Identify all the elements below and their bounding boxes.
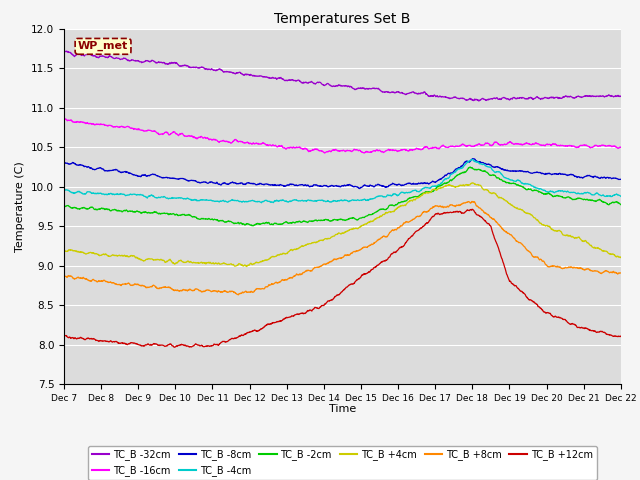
TC_B -4cm (88, 191, 96, 196)
TC_B -32cm (89, 53, 97, 59)
TC_B -8cm (617, 176, 625, 182)
Title: Temperatures Set B: Temperatures Set B (274, 12, 411, 26)
TC_B +12cm (499, 259, 507, 265)
TC_B -4cm (468, 156, 476, 162)
TC_B -2cm (499, 179, 507, 184)
TC_B -8cm (316, 183, 324, 189)
TC_B -4cm (601, 193, 609, 199)
TC_B -32cm (316, 80, 324, 85)
TC_B -16cm (61, 116, 69, 122)
TC_B -16cm (316, 148, 324, 154)
TC_B -2cm (250, 223, 257, 229)
TC_B -8cm (499, 166, 507, 172)
TC_B -32cm (617, 93, 625, 99)
Legend: TC_B -32cm, TC_B -16cm, TC_B -8cm, TC_B -4cm, TC_B -2cm, TC_B +4cm, TC_B +8cm, T: TC_B -32cm, TC_B -16cm, TC_B -8cm, TC_B … (88, 446, 596, 480)
Line: TC_B +12cm: TC_B +12cm (64, 209, 621, 347)
TC_B -8cm (88, 166, 96, 172)
TC_B +4cm (88, 250, 96, 255)
TC_B +8cm (499, 227, 507, 233)
TC_B -16cm (499, 142, 507, 148)
TC_B +4cm (316, 238, 324, 243)
Line: TC_B -4cm: TC_B -4cm (64, 159, 621, 203)
Line: TC_B -2cm: TC_B -2cm (64, 167, 621, 226)
TC_B -2cm (331, 217, 339, 223)
TC_B -4cm (617, 193, 625, 199)
TC_B -2cm (60, 204, 68, 209)
Line: TC_B -32cm: TC_B -32cm (64, 51, 621, 101)
TC_B -32cm (331, 83, 339, 89)
TC_B -2cm (467, 164, 474, 170)
TC_B +8cm (468, 199, 476, 204)
TC_B -4cm (258, 200, 266, 206)
TC_B -8cm (468, 156, 476, 161)
TC_B -4cm (60, 187, 68, 193)
TC_B -4cm (331, 198, 339, 204)
TC_B +4cm (499, 196, 507, 202)
TC_B +4cm (617, 254, 625, 260)
TC_B -8cm (602, 175, 609, 180)
TC_B -2cm (316, 218, 324, 224)
TC_B +8cm (601, 268, 609, 274)
TC_B +4cm (602, 248, 609, 254)
TC_B +4cm (60, 247, 68, 253)
TC_B +12cm (331, 294, 339, 300)
TC_B +12cm (602, 330, 609, 336)
TC_B +8cm (602, 268, 609, 274)
TC_B -4cm (499, 173, 507, 179)
TC_B -16cm (602, 143, 609, 148)
TC_B +4cm (468, 180, 476, 186)
TC_B -16cm (617, 144, 625, 150)
TC_B -16cm (321, 150, 328, 156)
TC_B -32cm (60, 49, 68, 55)
TC_B -32cm (499, 95, 507, 101)
TC_B +8cm (88, 277, 96, 283)
TC_B -2cm (617, 202, 625, 207)
TC_B -32cm (62, 48, 70, 54)
TC_B -32cm (601, 94, 609, 99)
TC_B +8cm (316, 264, 324, 269)
Text: WP_met: WP_met (78, 41, 128, 51)
TC_B -32cm (602, 94, 609, 99)
TC_B -16cm (332, 147, 339, 153)
TC_B +12cm (601, 330, 609, 336)
X-axis label: Time: Time (329, 404, 356, 414)
TC_B -16cm (601, 143, 609, 149)
Line: TC_B +8cm: TC_B +8cm (64, 202, 621, 295)
TC_B -4cm (602, 193, 609, 199)
TC_B -2cm (601, 200, 609, 205)
TC_B -16cm (89, 121, 97, 127)
Line: TC_B -8cm: TC_B -8cm (64, 158, 621, 189)
Line: TC_B -16cm: TC_B -16cm (64, 119, 621, 153)
TC_B -2cm (602, 200, 609, 205)
TC_B +12cm (617, 334, 625, 339)
TC_B -32cm (475, 98, 483, 104)
TC_B +8cm (60, 274, 68, 280)
TC_B -8cm (60, 160, 68, 166)
TC_B +8cm (331, 256, 339, 262)
TC_B -8cm (601, 175, 609, 180)
TC_B -2cm (88, 204, 96, 210)
TC_B +4cm (331, 232, 339, 238)
TC_B +4cm (601, 248, 609, 254)
TC_B -4cm (316, 198, 324, 204)
TC_B +8cm (234, 292, 242, 298)
TC_B +12cm (468, 206, 476, 212)
TC_B +8cm (617, 270, 625, 276)
Line: TC_B +4cm: TC_B +4cm (64, 183, 621, 266)
TC_B +12cm (60, 332, 68, 338)
TC_B +4cm (243, 264, 251, 269)
TC_B +12cm (316, 304, 324, 310)
TC_B -8cm (356, 186, 364, 192)
TC_B -8cm (331, 183, 339, 189)
Y-axis label: Temperature (C): Temperature (C) (15, 161, 26, 252)
TC_B +12cm (170, 344, 178, 350)
TC_B -16cm (60, 116, 68, 122)
TC_B +12cm (88, 336, 96, 342)
